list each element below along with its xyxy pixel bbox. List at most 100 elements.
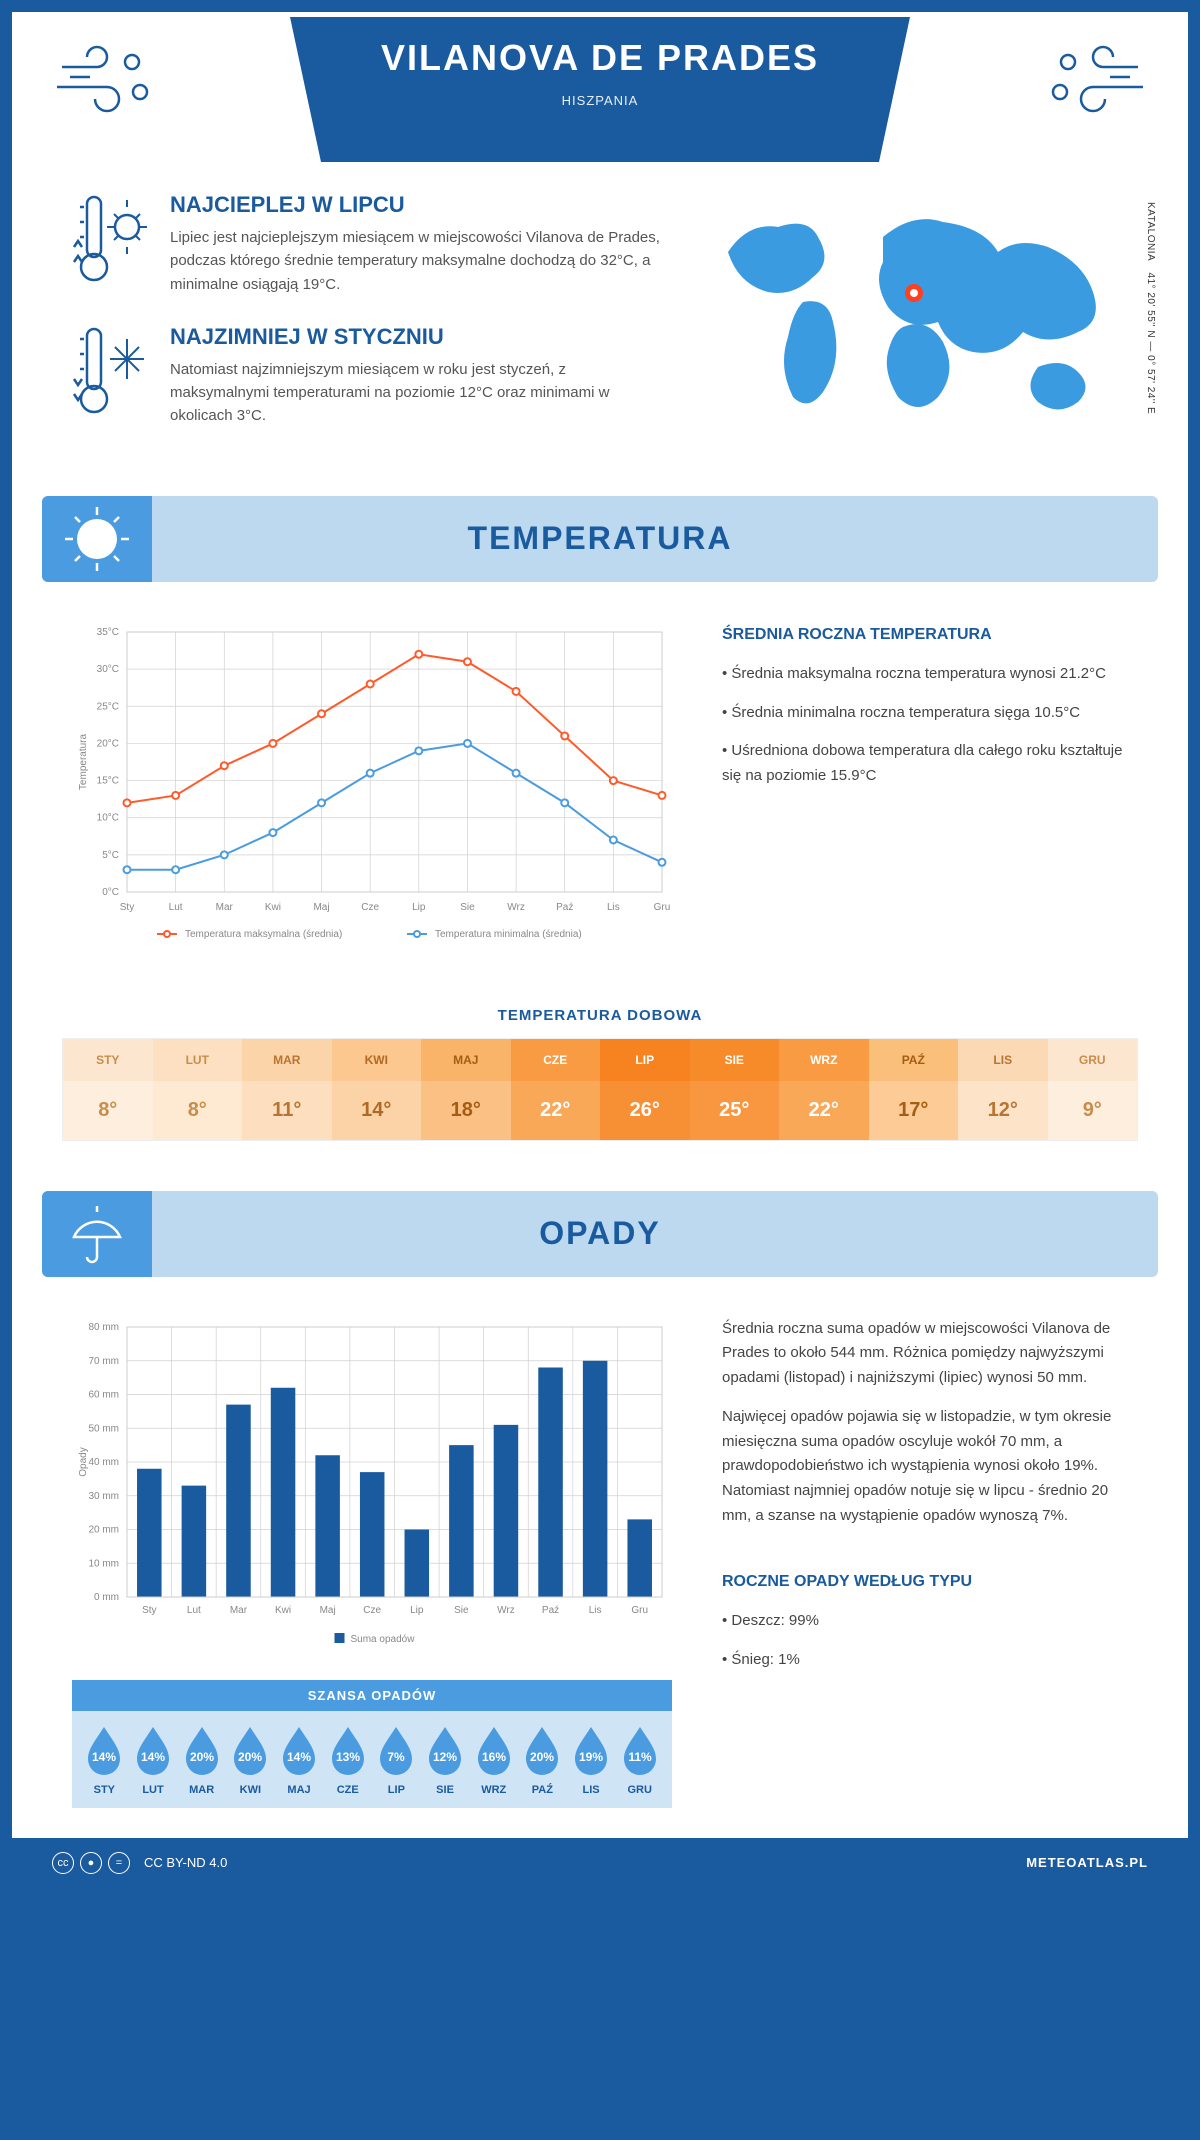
nd-icon: = (108, 1852, 130, 1874)
svg-text:10 mm: 10 mm (88, 1558, 119, 1569)
temperature-section-header: TEMPERATURA (42, 496, 1158, 582)
svg-text:16%: 16% (482, 1750, 506, 1764)
svg-text:Mar: Mar (230, 1605, 248, 1616)
svg-text:12%: 12% (433, 1750, 457, 1764)
temp-table-cell: SIE25° (690, 1039, 780, 1140)
chance-drop: 20%PAŹ (518, 1723, 567, 1796)
svg-text:20%: 20% (190, 1750, 214, 1764)
svg-text:20 mm: 20 mm (88, 1524, 119, 1535)
chance-drop: 7%LIP (372, 1723, 421, 1796)
temp-table-cell: LUT8° (153, 1039, 243, 1140)
cold-block: NAJZIMNIEJ W STYCZNIU Natomiast najzimni… (72, 324, 668, 428)
svg-text:Temperatura maksymalna (średni: Temperatura maksymalna (średnia) (185, 929, 342, 940)
svg-text:Sie: Sie (460, 902, 475, 913)
svg-text:13%: 13% (336, 1750, 360, 1764)
footer: cc ● = CC BY-ND 4.0 METEOATLAS.PL (12, 1838, 1188, 1888)
svg-text:Paź: Paź (542, 1605, 559, 1616)
cc-icon: cc (52, 1852, 74, 1874)
daily-temp-title: TEMPERATURA DOBOWA (12, 1007, 1188, 1024)
type-bullet: • Śnieg: 1% (722, 1648, 1128, 1673)
temperature-line-chart: 0°C5°C10°C15°C20°C25°C30°C35°CStyLutMarK… (72, 622, 672, 952)
site-name: METEOATLAS.PL (1026, 1855, 1148, 1870)
svg-text:15°C: 15°C (97, 775, 119, 786)
wind-icon (52, 42, 162, 122)
svg-text:Wrz: Wrz (507, 902, 525, 913)
thermometer-cold-icon (72, 324, 152, 428)
svg-text:35°C: 35°C (97, 627, 119, 638)
temp-summary-title: ŚREDNIA ROCZNA TEMPERATURA (722, 622, 1128, 648)
svg-text:50 mm: 50 mm (88, 1423, 119, 1434)
svg-text:19%: 19% (579, 1750, 603, 1764)
temp-table-cell: MAJ18° (421, 1039, 511, 1140)
svg-text:0 mm: 0 mm (94, 1592, 119, 1603)
svg-text:Paź: Paź (556, 902, 573, 913)
chance-drop: 14%LUT (129, 1723, 178, 1796)
chance-drop: 14%STY (80, 1723, 129, 1796)
temp-table-cell: STY8° (63, 1039, 153, 1140)
svg-text:Suma opadów: Suma opadów (351, 1634, 416, 1645)
temp-table-cell: KWI14° (332, 1039, 422, 1140)
license-text: CC BY-ND 4.0 (144, 1855, 227, 1870)
precipitation-section-header: OPADY (42, 1191, 1158, 1277)
hot-block: NAJCIEPLEJ W LIPCU Lipiec jest najcieple… (72, 192, 668, 296)
subtitle: HISZPANIA (350, 93, 850, 108)
thermometer-hot-icon (72, 192, 152, 296)
svg-text:Lut: Lut (169, 902, 183, 913)
temp-bullet: • Uśredniona dobowa temperatura dla całe… (722, 739, 1128, 789)
page-title: VILANOVA DE PRADES (350, 37, 850, 79)
svg-text:14%: 14% (141, 1750, 165, 1764)
temp-table-cell: LIP26° (600, 1039, 690, 1140)
svg-text:Sty: Sty (120, 902, 134, 913)
svg-text:Lis: Lis (589, 1605, 602, 1616)
svg-text:5°C: 5°C (102, 849, 119, 860)
sun-icon (42, 496, 152, 582)
svg-text:Maj: Maj (320, 1605, 336, 1616)
svg-text:80 mm: 80 mm (88, 1322, 119, 1333)
chance-drop: 19%LIS (567, 1723, 616, 1796)
temp-bullet: • Średnia minimalna roczna temperatura s… (722, 701, 1128, 726)
by-icon: ● (80, 1852, 102, 1874)
chance-drop: 20%MAR (177, 1723, 226, 1796)
precip-summary-p2: Najwięcej opadów pojawia się w listopadz… (722, 1405, 1128, 1529)
hot-text: Lipiec jest najcieplejszym miesiącem w m… (170, 226, 668, 296)
svg-text:70 mm: 70 mm (88, 1355, 119, 1366)
temp-table-cell: WRZ22° (779, 1039, 869, 1140)
chance-drop: 16%WRZ (469, 1723, 518, 1796)
svg-text:Gru: Gru (654, 902, 671, 913)
temp-table-cell: CZE22° (511, 1039, 601, 1140)
svg-text:7%: 7% (388, 1750, 406, 1764)
svg-text:Lis: Lis (607, 902, 620, 913)
svg-text:20°C: 20°C (97, 738, 119, 749)
header: VILANOVA DE PRADES HISZPANIA (12, 12, 1188, 162)
temp-table-cell: LIS12° (958, 1039, 1048, 1140)
svg-text:14%: 14% (92, 1750, 116, 1764)
svg-text:Lip: Lip (412, 902, 426, 913)
type-bullet: • Deszcz: 99% (722, 1609, 1128, 1634)
svg-text:Lut: Lut (187, 1605, 201, 1616)
cold-title: NAJZIMNIEJ W STYCZNIU (170, 324, 668, 350)
svg-text:Cze: Cze (361, 902, 379, 913)
svg-text:0°C: 0°C (102, 887, 119, 898)
svg-text:30°C: 30°C (97, 664, 119, 675)
wind-icon (1038, 42, 1148, 122)
svg-text:40 mm: 40 mm (88, 1457, 119, 1468)
svg-text:30 mm: 30 mm (88, 1490, 119, 1501)
svg-text:Kwi: Kwi (275, 1605, 291, 1616)
daily-temp-table: STY8°LUT8°MAR11°KWI14°MAJ18°CZE22°LIP26°… (62, 1038, 1138, 1141)
svg-text:Temperatura: Temperatura (78, 733, 89, 790)
precip-summary-p1: Średnia roczna suma opadów w miejscowośc… (722, 1317, 1128, 1391)
svg-text:Sty: Sty (142, 1605, 156, 1616)
chance-drop: 11%GRU (615, 1723, 664, 1796)
svg-text:14%: 14% (287, 1750, 311, 1764)
svg-text:11%: 11% (628, 1750, 652, 1764)
precipitation-bar-chart: 0 mm10 mm20 mm30 mm40 mm50 mm60 mm70 mm8… (72, 1317, 672, 1647)
svg-text:Temperatura minimalna (średnia: Temperatura minimalna (średnia) (435, 929, 582, 940)
temp-table-cell: MAR11° (242, 1039, 332, 1140)
chance-drop: 20%KWI (226, 1723, 275, 1796)
svg-text:Kwi: Kwi (265, 902, 281, 913)
svg-text:20%: 20% (238, 1750, 262, 1764)
svg-text:25°C: 25°C (97, 701, 119, 712)
svg-text:Maj: Maj (313, 902, 329, 913)
chance-title: SZANSA OPADÓW (72, 1680, 672, 1711)
umbrella-icon (42, 1191, 152, 1277)
